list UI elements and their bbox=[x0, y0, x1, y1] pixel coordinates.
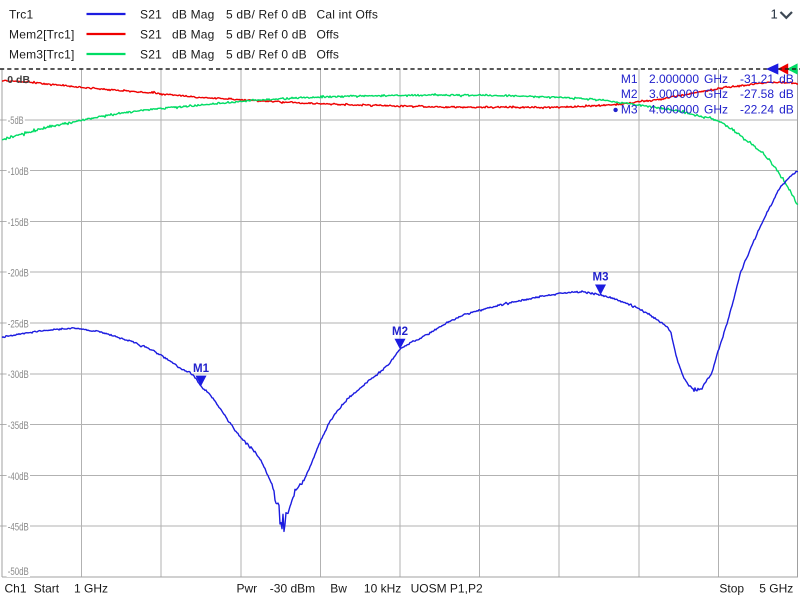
svg-text:Offs: Offs bbox=[317, 27, 340, 41]
svg-text:-20dB: -20dB bbox=[8, 268, 29, 280]
svg-text:1: 1 bbox=[771, 7, 778, 22]
svg-text:-25dB: -25dB bbox=[8, 318, 29, 330]
svg-text:M1: M1 bbox=[193, 363, 210, 375]
svg-text:Bw: Bw bbox=[330, 582, 347, 596]
svg-text:Offs: Offs bbox=[317, 47, 340, 61]
svg-text:1 GHz: 1 GHz bbox=[74, 582, 108, 596]
svg-text:5 GHz: 5 GHz bbox=[759, 582, 793, 596]
svg-text:Mem3[Trc1]: Mem3[Trc1] bbox=[9, 47, 75, 61]
svg-text:M3: M3 bbox=[621, 102, 638, 116]
svg-text:M2: M2 bbox=[621, 87, 638, 101]
svg-text:UOSM P1,P2: UOSM P1,P2 bbox=[411, 582, 483, 596]
svg-text:0 dB: 0 dB bbox=[7, 74, 30, 86]
svg-text:-22.24: -22.24 bbox=[740, 102, 774, 116]
svg-text:dB Mag: dB Mag bbox=[172, 7, 215, 21]
svg-text:5 dB/ Ref 0 dB: 5 dB/ Ref 0 dB bbox=[226, 27, 307, 41]
svg-text:-27.58: -27.58 bbox=[740, 87, 774, 101]
svg-text:-45dB: -45dB bbox=[8, 522, 29, 534]
svg-text:dB Mag: dB Mag bbox=[172, 27, 215, 41]
svg-text:-30 dBm: -30 dBm bbox=[270, 582, 315, 596]
svg-text:Cal int Offs: Cal int Offs bbox=[317, 7, 379, 21]
svg-text:M1: M1 bbox=[621, 72, 638, 86]
svg-text:4.000000: 4.000000 bbox=[649, 102, 699, 116]
svg-text:10 kHz: 10 kHz bbox=[364, 582, 401, 596]
svg-text:-31.21: -31.21 bbox=[740, 72, 774, 86]
svg-text:-35dB: -35dB bbox=[8, 420, 29, 432]
svg-text:Pwr: Pwr bbox=[237, 582, 258, 596]
svg-text:S21: S21 bbox=[140, 7, 162, 21]
svg-text:M3: M3 bbox=[593, 272, 609, 284]
svg-text:-5dB: -5dB bbox=[8, 115, 24, 127]
svg-text:Mem2[Trc1]: Mem2[Trc1] bbox=[9, 27, 75, 41]
svg-text:-40dB: -40dB bbox=[8, 471, 29, 483]
svg-text:3.000000: 3.000000 bbox=[649, 87, 699, 101]
svg-text:-30dB: -30dB bbox=[8, 369, 29, 381]
svg-text:M2: M2 bbox=[392, 326, 408, 338]
svg-text:dB Mag: dB Mag bbox=[172, 47, 215, 61]
svg-text:Ch1: Ch1 bbox=[5, 582, 27, 596]
svg-text:Stop: Stop bbox=[719, 582, 744, 596]
svg-text:-10dB: -10dB bbox=[8, 166, 29, 178]
svg-text:5 dB/ Ref 0 dB: 5 dB/ Ref 0 dB bbox=[226, 47, 307, 61]
svg-text:-15dB: -15dB bbox=[8, 217, 29, 229]
svg-text:dB: dB bbox=[779, 72, 794, 86]
svg-text:Start: Start bbox=[34, 582, 60, 596]
svg-text:Trc1: Trc1 bbox=[9, 7, 33, 21]
svg-text:2.000000: 2.000000 bbox=[649, 72, 699, 86]
svg-text:-50dB: -50dB bbox=[8, 566, 29, 578]
svg-text:dB: dB bbox=[779, 87, 794, 101]
svg-text:GHz: GHz bbox=[704, 87, 728, 101]
svg-text:S21: S21 bbox=[140, 47, 162, 61]
svg-text:dB: dB bbox=[779, 102, 794, 116]
svg-text:S21: S21 bbox=[140, 27, 162, 41]
svg-text:GHz: GHz bbox=[704, 102, 728, 116]
svg-text:GHz: GHz bbox=[704, 72, 728, 86]
svg-text:5 dB/ Ref 0 dB: 5 dB/ Ref 0 dB bbox=[226, 7, 307, 21]
